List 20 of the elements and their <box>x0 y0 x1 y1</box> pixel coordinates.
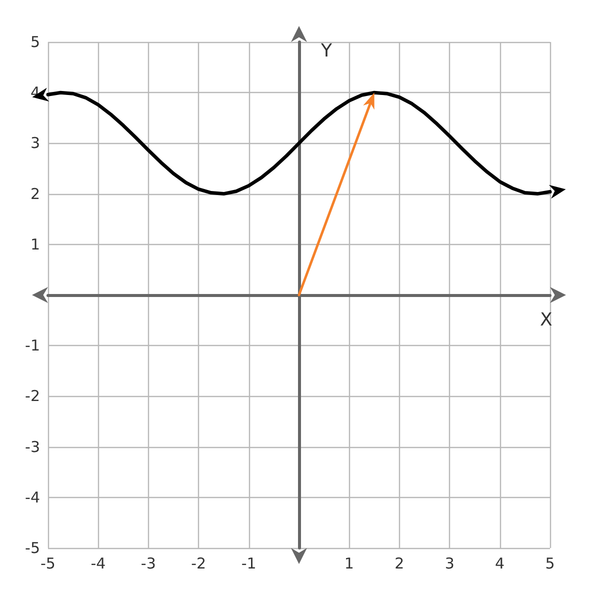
x-axis-title: X <box>540 310 552 330</box>
y-axis-title: Y <box>320 40 333 62</box>
y-tick-label: 2 <box>30 184 40 203</box>
y-tick-label: -3 <box>25 438 40 456</box>
y-tick-label: -5 <box>25 539 40 557</box>
y-tick-label: 3 <box>30 134 40 152</box>
y-tick-label: -4 <box>25 488 40 506</box>
y-tick-label: -1 <box>25 336 40 355</box>
y-tick-label: 1 <box>30 235 40 254</box>
x-tick-label: -4 <box>90 554 106 572</box>
x-tick-label: -3 <box>140 554 156 572</box>
x-tick-label: 3 <box>444 554 454 572</box>
y-tick-label: -2 <box>25 387 40 406</box>
x-tick-label: 2 <box>394 554 404 572</box>
x-tick-label: -1 <box>241 554 256 572</box>
x-tick-label: 4 <box>495 554 505 572</box>
y-tick-label: 5 <box>30 33 40 51</box>
x-tick-label: 1 <box>344 554 354 572</box>
x-tick-label: 5 <box>545 554 555 572</box>
x-tick-label: -2 <box>191 554 206 572</box>
